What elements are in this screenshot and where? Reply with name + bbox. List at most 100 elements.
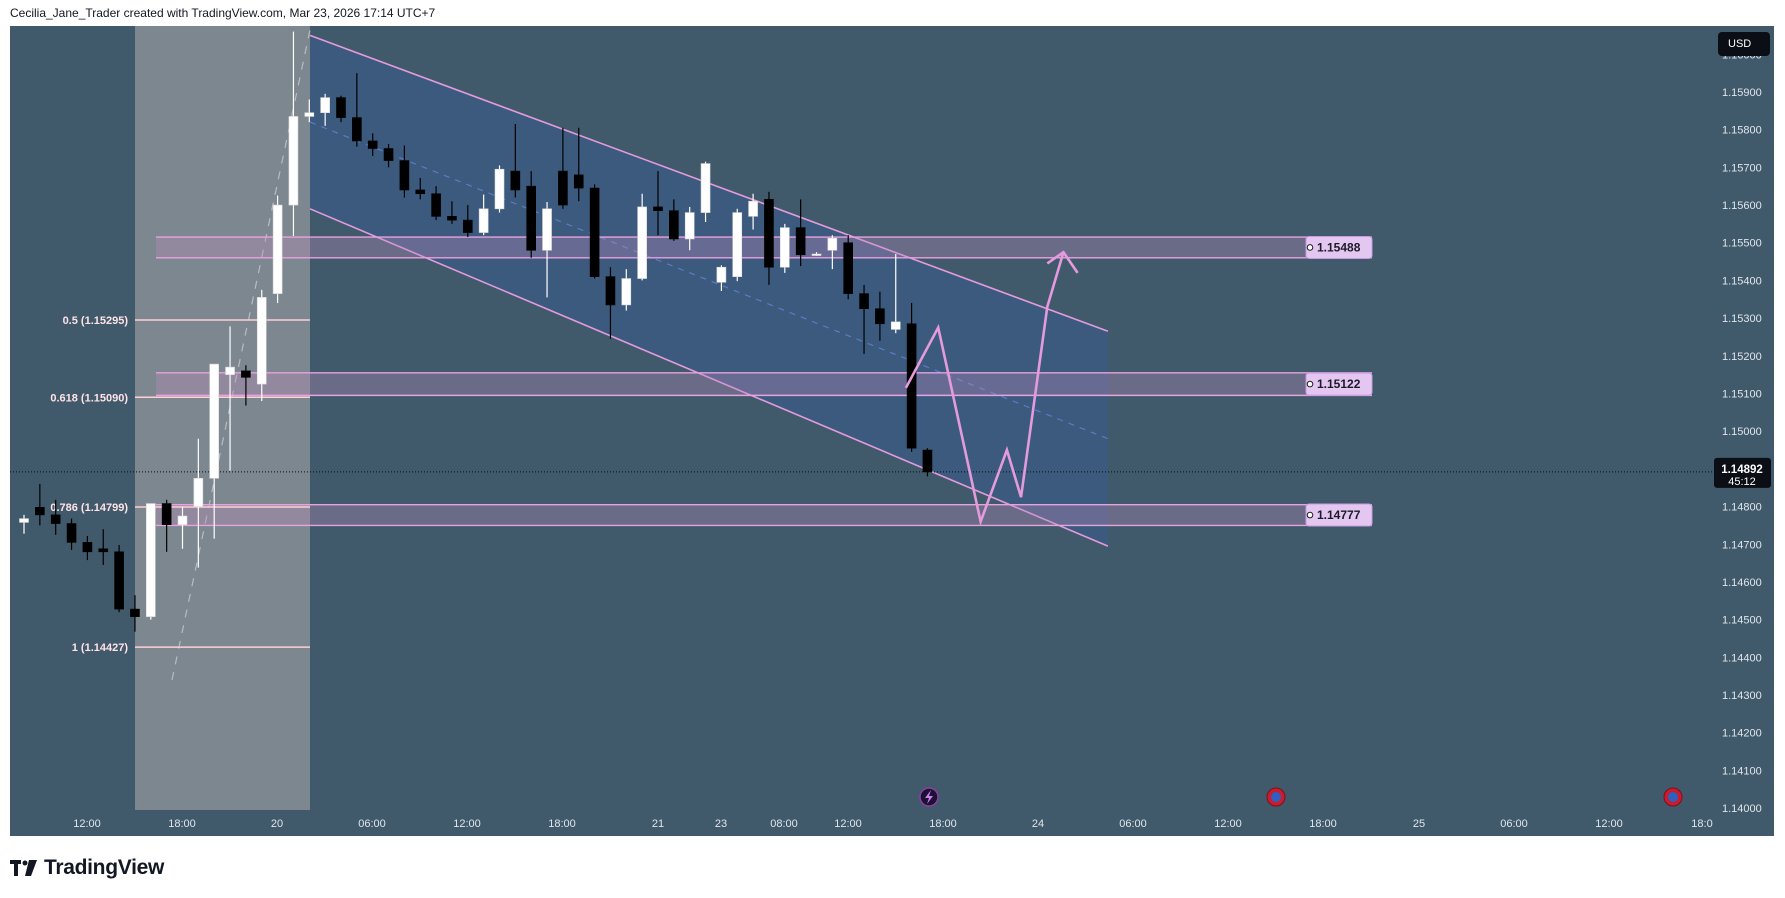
price-chart[interactable]: 1.15488 1.15122 1.14777 0.5 (1.15295) 0.618… (0, 0, 1785, 840)
chart-attribution: Cecilia_Jane_Trader created with Trading… (10, 6, 436, 20)
time-tick-label: 12:00 (453, 818, 481, 830)
candle (621, 269, 632, 311)
candle-body (795, 227, 806, 256)
zone-price-label: 1.14777 (1317, 508, 1361, 522)
candle-body (431, 193, 441, 217)
candle (684, 206, 695, 251)
candle (827, 235, 838, 270)
candle-body (748, 200, 758, 217)
candle (779, 223, 790, 273)
price-tick-label: 1.15600 (1722, 200, 1762, 212)
price-axis[interactable]: 1.160001.159001.158001.157001.156001.155… (1714, 49, 1771, 815)
candle (352, 73, 362, 147)
bar-countdown-label: 45:12 (1728, 476, 1756, 488)
candle-body (336, 97, 346, 118)
candle (288, 31, 299, 236)
zone-label-box (1305, 235, 1373, 259)
candle-body (558, 170, 568, 206)
price-tick-label: 1.15100 (1722, 389, 1762, 401)
candle-body (98, 548, 109, 553)
candle (35, 483, 45, 526)
fib-level-label: 0.618 (1.15090) (50, 392, 128, 404)
candle (653, 171, 663, 236)
candle-body (35, 507, 45, 516)
candle-body (637, 206, 647, 279)
candle (589, 184, 600, 279)
candle (161, 499, 172, 552)
candle (875, 291, 885, 341)
candle-body (114, 551, 124, 610)
candle-body (732, 212, 743, 277)
candle (447, 201, 457, 224)
tradingview-logo[interactable]: TradingView (10, 856, 164, 880)
time-axis[interactable]: 12:00 18:00 20 06:00 12:00 18:00 21 23 08:00 12:0… (73, 818, 1712, 830)
zone-anchor-handle (1306, 244, 1314, 251)
candle (241, 365, 251, 406)
candle-body (130, 608, 140, 617)
candle (320, 93, 330, 126)
candle (526, 171, 537, 258)
candle (209, 363, 219, 539)
candle-body (225, 366, 235, 375)
candle (494, 165, 505, 213)
candle-body (859, 293, 869, 309)
candle-body (510, 170, 521, 191)
candle (383, 143, 394, 168)
candle (66, 518, 77, 550)
tradingview-logo-icon (10, 860, 37, 876)
candle-body (415, 189, 426, 195)
candle (716, 265, 727, 291)
candle-body (447, 216, 457, 221)
time-tick-label: 18:00 (929, 818, 957, 830)
price-tick-label: 1.15000 (1722, 426, 1762, 438)
price-tick-label: 1.15400 (1722, 275, 1762, 287)
current-price-label: 1.14892 (1721, 464, 1763, 476)
candle-body (367, 140, 378, 149)
candle-body (494, 168, 505, 210)
candle-body (700, 163, 711, 213)
candle-body (875, 308, 885, 325)
candle (542, 202, 552, 298)
candle (50, 499, 61, 535)
price-tick-label: 1.14000 (1722, 803, 1762, 815)
candle-body (19, 518, 29, 523)
price-tick-label: 1.14400 (1722, 652, 1762, 664)
calendar-event-inner-icon (1668, 792, 1678, 802)
candle (415, 177, 426, 200)
price-tick-label: 1.15800 (1722, 125, 1762, 137)
time-tick-label: 18:00 (548, 818, 576, 830)
candle-body (716, 266, 727, 283)
candle (399, 145, 410, 198)
time-tick-label: 12:00 (1214, 818, 1242, 830)
candle (510, 124, 521, 198)
price-tick-label: 1.14200 (1722, 728, 1762, 740)
candle-body (573, 174, 584, 189)
currency-badge[interactable]: USD (1718, 32, 1770, 56)
zone-label-box (1305, 503, 1373, 527)
current-price-tag (1714, 457, 1771, 488)
candle (748, 193, 758, 230)
candle (669, 199, 679, 241)
candle-body (256, 297, 267, 385)
time-tick-label: 06:00 (1500, 818, 1528, 830)
time-tick-label: 25 (1413, 818, 1425, 830)
candle (130, 595, 140, 632)
candle-body (272, 204, 283, 294)
candle-body (906, 323, 917, 449)
zone-fill (156, 372, 1372, 396)
time-tick-label: 06:00 (358, 818, 386, 830)
candle (336, 95, 346, 123)
time-tick-label: 20 (271, 818, 283, 830)
projection-polyline (904, 251, 1065, 527)
candle (193, 438, 204, 568)
candle-body (352, 117, 362, 142)
candle-body (605, 276, 616, 306)
candle-body (542, 208, 552, 251)
time-tick-label: 21 (652, 818, 664, 830)
zone-label-box (1305, 372, 1373, 396)
candle-body (66, 523, 77, 543)
candle-body (383, 148, 394, 161)
zone-anchor-handle (1306, 511, 1314, 519)
candle (82, 535, 93, 561)
candle-body (589, 187, 600, 277)
